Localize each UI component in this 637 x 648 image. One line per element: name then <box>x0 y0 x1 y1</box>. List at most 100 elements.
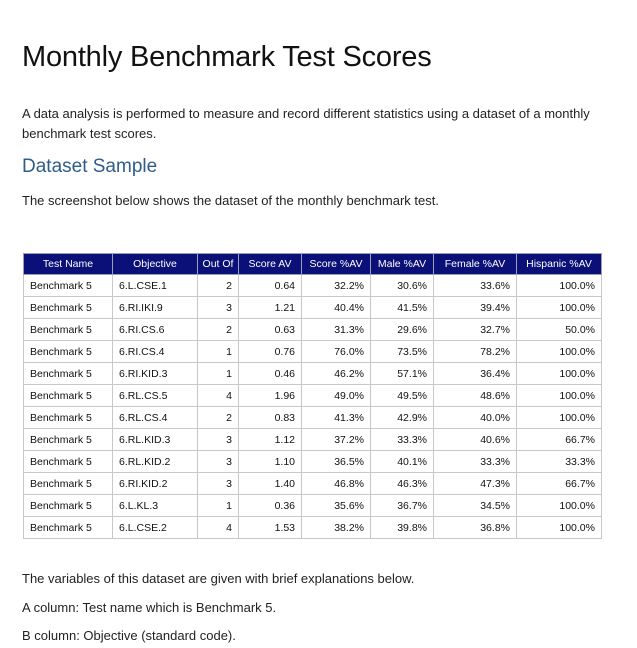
cell-hispanic-pct-av: 100.0% <box>516 274 602 297</box>
cell-score-pct-av: 76.0% <box>301 340 371 363</box>
screenshot-note: The screenshot below shows the dataset o… <box>22 193 439 208</box>
cell-out-of: 3 <box>197 296 239 319</box>
cell-objective: 6.RL.KID.3 <box>112 428 198 451</box>
cell-score-av: 1.40 <box>238 472 302 495</box>
column-a-description: A column: Test name which is Benchmark 5… <box>22 600 277 615</box>
cell-score-av: 0.83 <box>238 406 302 429</box>
cell-test-name: Benchmark 5 <box>23 494 113 517</box>
cell-test-name: Benchmark 5 <box>23 274 113 297</box>
cell-score-av: 0.63 <box>238 318 302 341</box>
cell-hispanic-pct-av: 100.0% <box>516 516 602 539</box>
cell-out-of: 3 <box>197 450 239 473</box>
table-row: Benchmark 5 6.RI.CS.4 1 0.76 76.0% 73.5% 78.2%… <box>23 340 602 363</box>
cell-test-name: Benchmark 5 <box>23 362 113 385</box>
cell-hispanic-pct-av: 100.0% <box>516 362 602 385</box>
cell-score-pct-av: 38.2% <box>301 516 371 539</box>
table-row: Benchmark 5 6.L.CSE.2 4 1.53 38.2% 39.8% 36.8%… <box>23 516 602 539</box>
cell-hispanic-pct-av: 66.7% <box>516 472 602 495</box>
cell-hispanic-pct-av: 33.3% <box>516 450 602 473</box>
cell-out-of: 1 <box>197 340 239 363</box>
cell-test-name: Benchmark 5 <box>23 406 113 429</box>
cell-objective: 6.RI.CS.4 <box>112 340 198 363</box>
cell-male-pct-av: 40.1% <box>370 450 434 473</box>
cell-male-pct-av: 29.6% <box>370 318 434 341</box>
header-male-pct-av: Male %AV <box>370 253 434 275</box>
cell-female-pct-av: 78.2% <box>433 340 517 363</box>
cell-female-pct-av: 32.7% <box>433 318 517 341</box>
table-row: Benchmark 5 6.RI.IKI.9 3 1.21 40.4% 41.5% 39.4… <box>23 296 602 319</box>
section-heading: Dataset Sample <box>22 156 158 177</box>
cell-male-pct-av: 30.6% <box>370 274 434 297</box>
cell-score-pct-av: 46.8% <box>301 472 371 495</box>
cell-score-av: 0.64 <box>238 274 302 297</box>
cell-hispanic-pct-av: 100.0% <box>516 296 602 319</box>
cell-male-pct-av: 42.9% <box>370 406 434 429</box>
cell-out-of: 2 <box>197 318 239 341</box>
cell-male-pct-av: 57.1% <box>370 362 434 385</box>
header-out-of: Out Of <box>197 253 239 275</box>
table-row: Benchmark 5 6.L.CSE.1 2 0.64 32.2% 30.6% 33.6%… <box>23 274 602 297</box>
cell-female-pct-av: 33.3% <box>433 450 517 473</box>
header-score-av: Score AV <box>238 253 302 275</box>
table-row: Benchmark 5 6.RL.KID.3 3 1.12 37.2% 33.3% 40.6… <box>23 428 602 451</box>
cell-female-pct-av: 33.6% <box>433 274 517 297</box>
cell-objective: 6.RL.KID.2 <box>112 450 198 473</box>
cell-male-pct-av: 73.5% <box>370 340 434 363</box>
intro-paragraph: A data analysis is performed to measure … <box>22 106 590 141</box>
cell-score-pct-av: 35.6% <box>301 494 371 517</box>
cell-female-pct-av: 40.6% <box>433 428 517 451</box>
table-row: Benchmark 5 6.RI.CS.6 2 0.63 31.3% 29.6% 32.7%… <box>23 318 602 341</box>
cell-male-pct-av: 33.3% <box>370 428 434 451</box>
cell-out-of: 4 <box>197 516 239 539</box>
cell-test-name: Benchmark 5 <box>23 340 113 363</box>
cell-male-pct-av: 49.5% <box>370 384 434 407</box>
cell-male-pct-av: 39.8% <box>370 516 434 539</box>
cell-out-of: 2 <box>197 406 239 429</box>
cell-score-pct-av: 36.5% <box>301 450 371 473</box>
cell-score-pct-av: 37.2% <box>301 428 371 451</box>
table-row: Benchmark 5 6.L.KL.3 1 0.36 35.6% 36.7% 34.5% 1… <box>23 494 602 517</box>
header-score-pct-av: Score %AV <box>301 253 371 275</box>
cell-out-of: 1 <box>197 494 239 517</box>
cell-test-name: Benchmark 5 <box>23 384 113 407</box>
cell-out-of: 2 <box>197 274 239 297</box>
cell-male-pct-av: 36.7% <box>370 494 434 517</box>
cell-score-av: 1.53 <box>238 516 302 539</box>
variables-intro: The variables of this dataset are given … <box>22 571 415 586</box>
cell-test-name: Benchmark 5 <box>23 472 113 495</box>
cell-test-name: Benchmark 5 <box>23 450 113 473</box>
table-row: Benchmark 5 6.RI.KID.2 3 1.40 46.8% 46.3% 47.3… <box>23 472 602 495</box>
cell-score-pct-av: 40.4% <box>301 296 371 319</box>
cell-female-pct-av: 36.8% <box>433 516 517 539</box>
cell-score-av: 0.46 <box>238 362 302 385</box>
cell-objective: 6.L.KL.3 <box>112 494 198 517</box>
cell-objective: 6.RI.KID.3 <box>112 362 198 385</box>
cell-female-pct-av: 48.6% <box>433 384 517 407</box>
table-body: Benchmark 5 6.L.CSE.1 2 0.64 32.2% 30.6% 33.6%… <box>23 274 602 539</box>
cell-test-name: Benchmark 5 <box>23 516 113 539</box>
cell-objective: 6.RI.KID.2 <box>112 472 198 495</box>
header-hispanic-pct-av: Hispanic %AV <box>516 253 602 275</box>
page-title: Monthly Benchmark Test Scores <box>22 41 432 74</box>
cell-test-name: Benchmark 5 <box>23 296 113 319</box>
cell-objective: 6.RI.CS.6 <box>112 318 198 341</box>
cell-hispanic-pct-av: 100.0% <box>516 340 602 363</box>
cell-hispanic-pct-av: 66.7% <box>516 428 602 451</box>
column-b-description: B column: Objective (standard code). <box>22 628 236 643</box>
table-header-row: Test Name Objective Out Of Score AV Scor… <box>23 253 602 275</box>
cell-out-of: 4 <box>197 384 239 407</box>
cell-male-pct-av: 46.3% <box>370 472 434 495</box>
cell-hispanic-pct-av: 100.0% <box>516 384 602 407</box>
table-row: Benchmark 5 6.RL.CS.4 2 0.83 41.3% 42.9% 40.0%… <box>23 406 602 429</box>
table-row: Benchmark 5 6.RL.CS.5 4 1.96 49.0% 49.5% 48.6%… <box>23 384 602 407</box>
table-row: Benchmark 5 6.RI.KID.3 1 0.46 46.2% 57.1% 36.4… <box>23 362 602 385</box>
header-objective: Objective <box>112 253 198 275</box>
header-female-pct-av: Female %AV <box>433 253 517 275</box>
cell-score-pct-av: 32.2% <box>301 274 371 297</box>
cell-male-pct-av: 41.5% <box>370 296 434 319</box>
cell-female-pct-av: 47.3% <box>433 472 517 495</box>
cell-objective: 6.RI.IKI.9 <box>112 296 198 319</box>
cell-score-av: 1.12 <box>238 428 302 451</box>
cell-score-av: 0.76 <box>238 340 302 363</box>
